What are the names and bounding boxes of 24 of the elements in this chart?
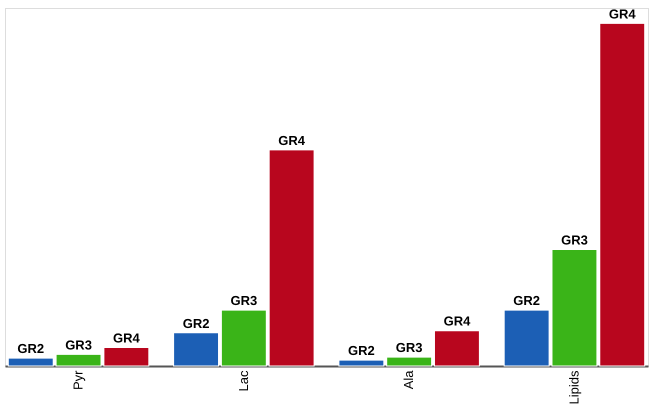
text: GR4 (608, 6, 636, 22)
x-tick-label: Ala (401, 370, 416, 390)
bar (8, 358, 54, 366)
text: GR2 (182, 316, 210, 331)
text: GR4 (278, 132, 306, 148)
x-tick-label: Lipids (566, 370, 582, 404)
text: GR3 (561, 232, 588, 248)
bar (504, 310, 550, 366)
bar (434, 330, 480, 366)
text: GR3 (230, 293, 258, 308)
bar (103, 347, 150, 366)
series-label: GR4 (112, 330, 140, 346)
text: GR2 (348, 343, 375, 358)
x-tick-label: Lac (236, 370, 251, 392)
x-tick-label: Pyr (70, 370, 86, 390)
bar (173, 332, 220, 366)
series-label: GR3 (65, 337, 92, 352)
bar (551, 249, 598, 366)
bar (599, 22, 646, 366)
text: GR2 (513, 293, 540, 308)
text: GR3 (396, 340, 423, 356)
series-label: GR2 (17, 341, 44, 356)
bar (56, 354, 102, 366)
text: GR4 (444, 314, 470, 329)
